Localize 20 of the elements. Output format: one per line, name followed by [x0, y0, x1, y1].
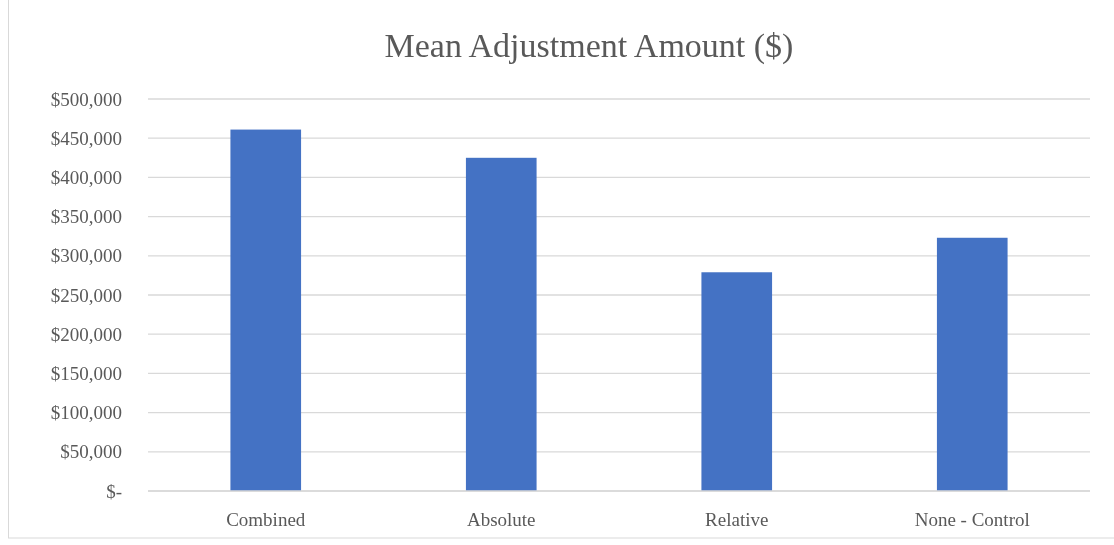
bar	[230, 129, 302, 491]
bar	[701, 272, 773, 491]
bar	[936, 237, 1008, 491]
y-tick-label: $250,000	[50, 284, 122, 306]
y-tick-label: $150,000	[50, 363, 122, 385]
y-tick-label: $500,000	[50, 88, 122, 110]
x-tick-label: Combined	[226, 509, 306, 530]
x-tick-label: Absolute	[466, 509, 536, 530]
x-tick-label: None - Control	[914, 509, 1030, 530]
y-tick-label: $450,000	[50, 127, 122, 149]
y-tick-label: $100,000	[50, 402, 122, 424]
y-tick-label: $400,000	[50, 167, 122, 189]
chart-title: Mean Adjustment Amount ($)	[384, 27, 794, 65]
y-tick-label: $50,000	[60, 441, 122, 463]
y-tick-label: $300,000	[50, 245, 122, 267]
y-tick-label: $-	[106, 480, 122, 502]
y-tick-label: $350,000	[50, 206, 122, 228]
y-tick-label: $200,000	[50, 323, 122, 345]
x-tick-label: Relative	[705, 509, 769, 530]
bar	[465, 157, 537, 491]
